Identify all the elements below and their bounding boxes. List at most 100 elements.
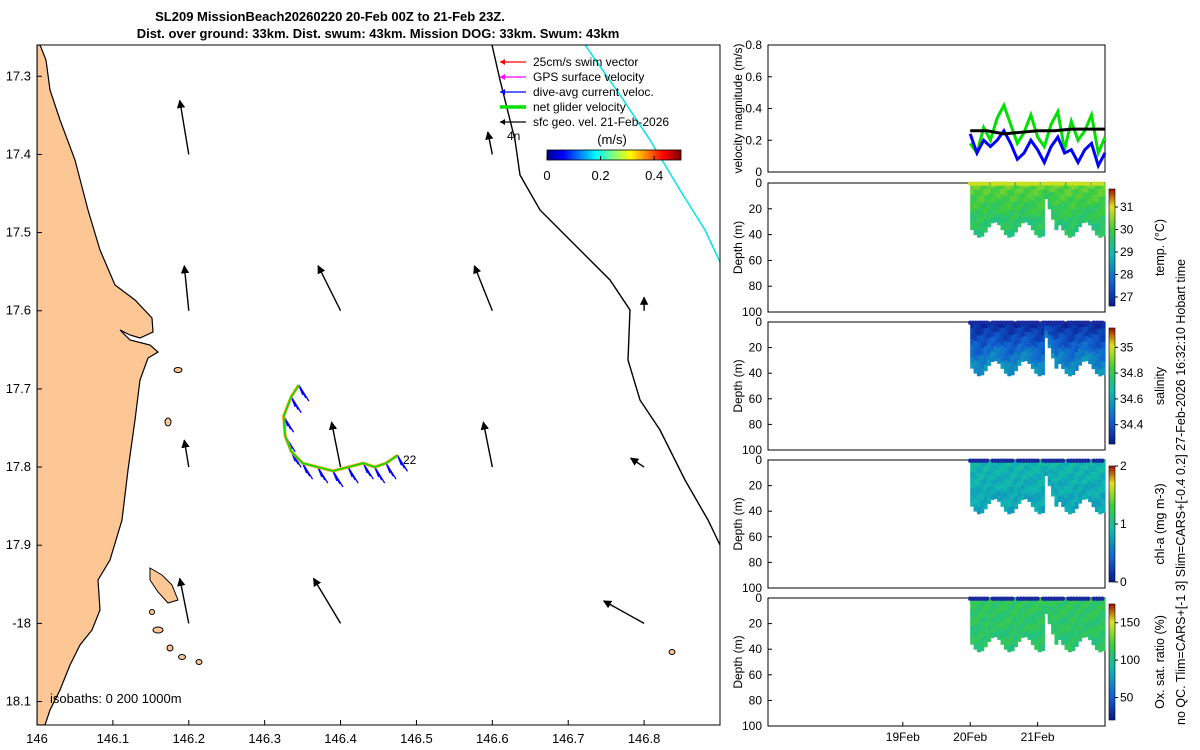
profile-cell <box>1000 632 1005 640</box>
profile-cell <box>1017 614 1022 621</box>
profile-cell <box>1081 494 1086 500</box>
profile-cell <box>1088 470 1093 477</box>
profile-cell <box>1081 207 1086 214</box>
profile-cell <box>1101 643 1106 652</box>
profile-cell <box>1010 348 1015 356</box>
surface-sample-dot <box>984 320 990 325</box>
profile-cell <box>1014 634 1018 642</box>
profile-cell <box>1098 210 1103 218</box>
profile-cell <box>980 196 985 204</box>
profile-cell <box>1027 198 1032 205</box>
profile-cell <box>983 478 988 485</box>
profile-cell <box>1078 338 1083 345</box>
profile-cell <box>1067 466 1072 475</box>
profile-cell <box>1030 327 1035 335</box>
profile-cell <box>1051 611 1056 617</box>
profile-cell <box>1088 198 1093 205</box>
profile-cell <box>1078 614 1083 621</box>
profile-cell <box>997 214 1002 220</box>
profile-cell <box>983 340 988 347</box>
profile-cell <box>1074 616 1079 623</box>
profile-cell <box>1003 610 1008 618</box>
profile-cell <box>1020 192 1025 199</box>
profile-cell <box>1040 354 1045 363</box>
profile-cell <box>1017 497 1022 504</box>
profile-cell <box>1084 187 1089 194</box>
profile-cell <box>1084 322 1089 328</box>
legend-arrowhead <box>500 89 505 95</box>
profile-cell <box>1047 205 1052 210</box>
profile-cell <box>1044 323 1049 327</box>
surface-sample-dot <box>1035 458 1040 463</box>
profile-cell <box>980 209 985 217</box>
profile-cell <box>1098 604 1103 613</box>
profile-cell <box>1017 630 1022 637</box>
profile-cell <box>1037 335 1042 343</box>
surface-sample-dot <box>1010 181 1015 186</box>
profile-cell <box>1003 353 1008 361</box>
profile-cell <box>1014 195 1018 202</box>
profile-cell <box>1044 603 1049 607</box>
profile-cell <box>1030 188 1035 196</box>
profile-cell <box>1014 604 1018 611</box>
island <box>149 609 155 615</box>
profile-cell <box>1040 202 1045 211</box>
profile-panel-temperature: 0 20 40 60 80 100 Depth (m) 27 28 29 30 31 temp. (°C… <box>731 176 1167 319</box>
profile-cell <box>1017 332 1022 339</box>
profile-cell <box>987 332 992 339</box>
profile-cell <box>1078 359 1083 366</box>
profile-cell <box>1037 631 1042 639</box>
profile-cell <box>1074 189 1079 196</box>
depth-tick-label: 20 <box>749 479 763 493</box>
profile-cell <box>993 207 998 213</box>
profile-cell <box>1003 466 1008 474</box>
profile-colorbar-tick-label: 30 <box>1120 223 1134 237</box>
current-vector <box>396 455 409 472</box>
profile-cell <box>997 598 1002 604</box>
profile-cell <box>1061 621 1066 628</box>
profile-cell <box>1027 490 1032 497</box>
profile-cell <box>1071 604 1076 612</box>
profile-cell <box>1030 218 1035 225</box>
profile-cell <box>1034 498 1039 506</box>
depth-tick-label: 80 <box>749 555 763 569</box>
profile-cell <box>973 504 978 512</box>
profile-cell <box>1024 474 1029 480</box>
profile-cell <box>976 618 981 626</box>
profile-cell <box>1040 617 1045 625</box>
profile-cell <box>1014 201 1018 209</box>
geo-vector-arrow <box>602 600 645 625</box>
profile-cell <box>983 496 988 504</box>
profile-cell <box>1098 203 1103 211</box>
profile-cell <box>1044 607 1049 611</box>
profile-cell <box>983 225 988 233</box>
profile-cell <box>1088 634 1093 641</box>
profile-cell <box>1057 496 1062 503</box>
profile-cell <box>1067 486 1072 495</box>
profile-cell <box>1051 598 1056 604</box>
profile-cell <box>1067 368 1072 377</box>
lat-tick-label: 17.4 <box>6 146 31 161</box>
profile-cell <box>1078 598 1083 604</box>
profile-cell <box>1101 322 1106 330</box>
profile-cell <box>1007 611 1012 619</box>
surface-sample-dot <box>1060 458 1066 463</box>
profile-cell <box>993 488 998 495</box>
profile-cell <box>983 634 988 642</box>
profile-cell <box>1094 492 1099 500</box>
profile-cell <box>1098 189 1103 198</box>
profile-cell <box>976 480 981 488</box>
profile-cell <box>1000 339 1005 346</box>
profile-cell <box>980 341 985 349</box>
profile-cell <box>1047 620 1052 625</box>
profile-cell <box>1017 199 1022 206</box>
profile-cell <box>1067 328 1072 337</box>
depth-tick-label: 40 <box>749 366 763 380</box>
profile-cell <box>1037 486 1042 495</box>
profile-cell <box>1007 223 1012 231</box>
profile-cell <box>1054 194 1059 202</box>
profile-cell <box>1017 204 1022 211</box>
profile-cell <box>1020 484 1025 491</box>
colorbar-gradient <box>546 149 682 161</box>
profile-cell <box>1037 362 1042 370</box>
